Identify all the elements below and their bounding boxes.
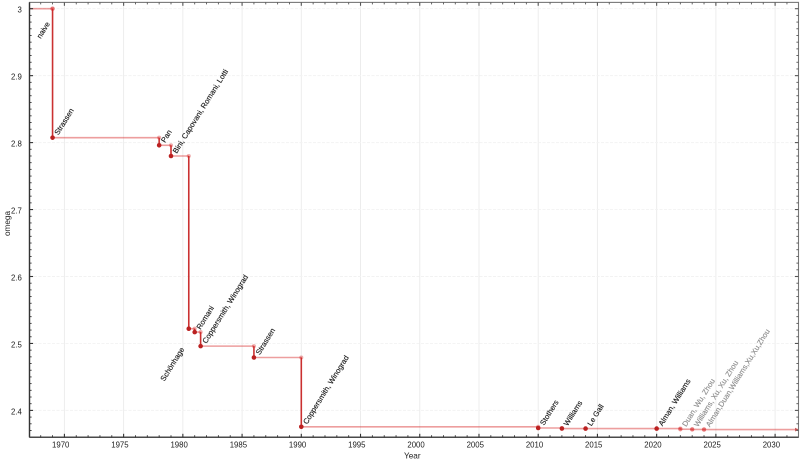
- svg-text:1970: 1970: [52, 441, 70, 450]
- svg-text:2.9: 2.9: [11, 73, 22, 82]
- svg-text:1985: 1985: [230, 441, 248, 450]
- svg-text:1980: 1980: [170, 441, 188, 450]
- svg-text:2.5: 2.5: [11, 340, 23, 349]
- svg-text:2.6: 2.6: [11, 274, 22, 283]
- svg-text:2.8: 2.8: [11, 140, 22, 149]
- svg-text:2005: 2005: [467, 441, 485, 450]
- svg-text:2010: 2010: [526, 441, 544, 450]
- svg-text:2.4: 2.4: [11, 407, 23, 416]
- svg-text:2000: 2000: [407, 441, 425, 450]
- svg-text:Year: Year: [404, 452, 421, 460]
- svg-text:1975: 1975: [111, 441, 129, 450]
- svg-text:1995: 1995: [348, 441, 366, 450]
- svg-text:omega: omega: [3, 211, 12, 236]
- svg-text:2.7: 2.7: [11, 207, 22, 216]
- svg-text:2030: 2030: [763, 441, 781, 450]
- svg-text:2020: 2020: [644, 441, 662, 450]
- svg-text:3: 3: [17, 6, 21, 15]
- svg-text:2015: 2015: [585, 441, 603, 450]
- svg-text:2025: 2025: [703, 441, 721, 450]
- svg-text:1990: 1990: [289, 441, 307, 450]
